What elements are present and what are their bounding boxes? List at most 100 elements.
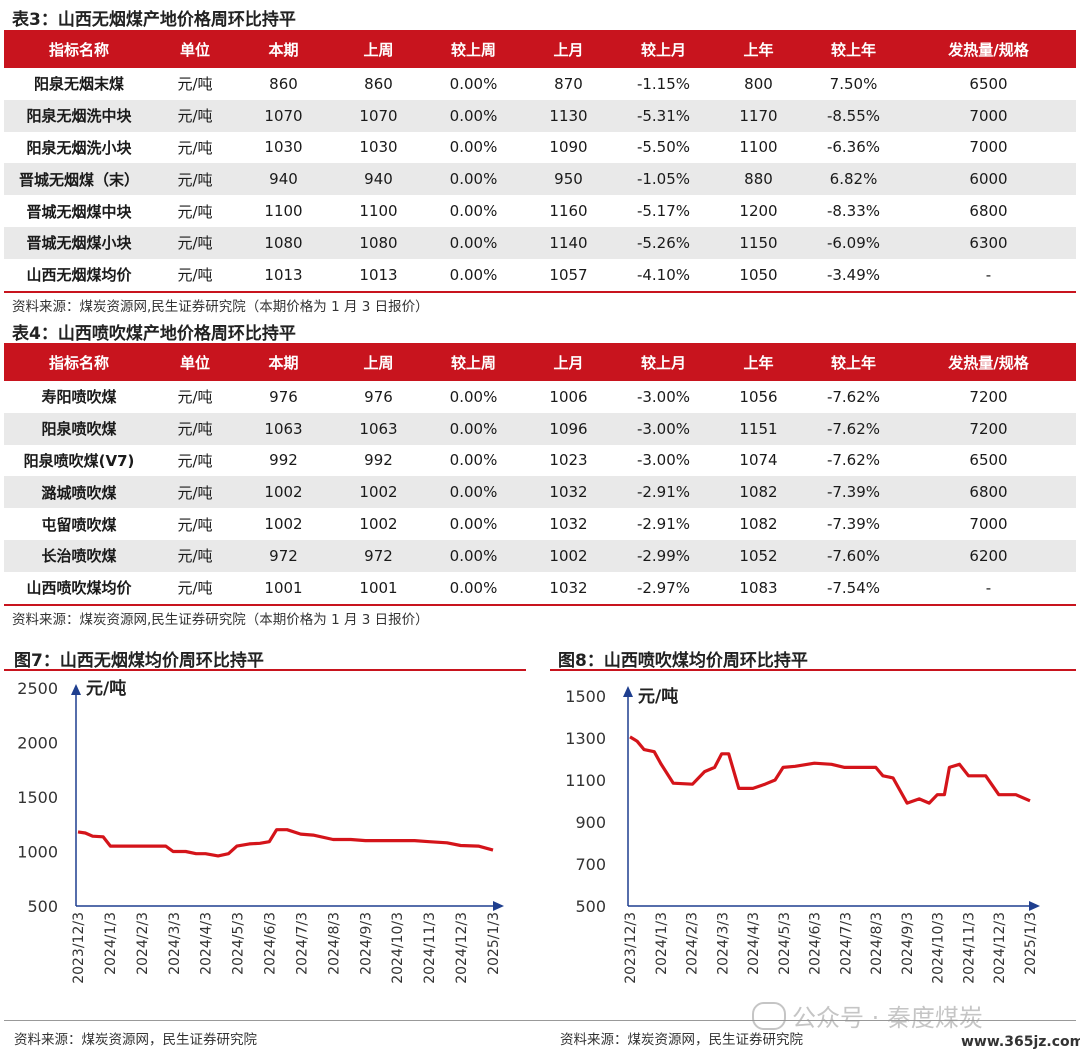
table-cell: 元/吨: [154, 412, 236, 445]
table-cell: 1100: [739, 138, 778, 157]
table-cell: 元/吨: [154, 476, 236, 509]
table-row: 寿阳喷吹煤 元/吨 976 976 0.00% 1006 -3.00% 1056 -7.62% 7…: [4, 381, 1076, 413]
table-cell: 0.00%: [449, 138, 498, 157]
table-cell: 860: [269, 74, 298, 93]
table-cell: 1032: [521, 476, 616, 509]
table-cell: 1082: [711, 476, 806, 509]
y-axis-arrow: [71, 684, 81, 695]
column-header: 较上月: [616, 343, 711, 381]
x-tick-label: 2024/5/3: [231, 912, 247, 975]
table-cell: 6000: [901, 163, 1076, 196]
table-cell: 1074: [739, 451, 778, 470]
table-cell: 7200: [901, 412, 1076, 445]
table-cell: 0.00%: [426, 163, 521, 196]
column-header: 单位: [154, 343, 236, 381]
table-cell: -3.00%: [636, 451, 691, 470]
column-header: 指标名称: [4, 30, 154, 68]
table-row: 山西喷吹煤均价 元/吨 1001 1001 0.00% 1032 -2.97% 1083 -7.…: [4, 571, 1076, 606]
x-tick-label: 2023/12/3: [623, 912, 639, 984]
table3-title: 表3：山西无烟煤产地价格周环比持平: [12, 10, 296, 30]
table-cell: 0.00%: [426, 99, 521, 132]
x-tick-label: 2024/11/3: [422, 912, 438, 984]
column-header: 上月: [521, 30, 616, 68]
table3: 指标名称 单位 本期 上周 较上周 上月 较上月 上年 较上年 发热量/规格 阳泉无烟末煤 元/吨 8…: [4, 30, 1076, 293]
y-axis-arrow: [623, 686, 633, 697]
table-row: 长治喷吹煤 元/吨 972 972 0.00% 1002 -2.99% 1052 -7.60% 6…: [4, 539, 1076, 572]
table-cell: 1083: [711, 571, 806, 606]
table-cell: 1090: [549, 138, 588, 157]
table-cell: -3.00%: [616, 412, 711, 445]
table-cell: 0.00%: [449, 202, 498, 221]
table-cell: -2.91%: [636, 515, 691, 534]
table-cell: 0.00%: [426, 412, 521, 445]
table-cell: 6500: [969, 451, 1008, 470]
table-cell: 元/吨: [154, 571, 236, 606]
row-name-cell: 潞城喷吹煤: [4, 476, 154, 509]
table-cell: 880: [711, 163, 806, 196]
table-cell: 1170: [711, 99, 806, 132]
table-row: 晋城无烟煤中块 元/吨 1100 1100 0.00% 1160 -5.17% 1200 -8.…: [4, 195, 1076, 227]
column-header: 较上年: [806, 343, 901, 381]
table-cell: 972: [331, 539, 426, 572]
table-cell: 1150: [711, 226, 806, 259]
table-row: 阳泉无烟洗小块 元/吨 1030 1030 0.00% 1090 -5.50% 1100 -6.…: [4, 132, 1076, 164]
column-header: 发热量/规格: [901, 343, 1076, 381]
table-cell: -2.91%: [616, 476, 711, 509]
x-tick-label: 2024/10/3: [390, 912, 406, 984]
table-cell: 6.82%: [806, 163, 901, 196]
footer-rule: [4, 1020, 1076, 1021]
x-tick-label: 2024/4/3: [746, 912, 762, 975]
table-cell: 1130: [521, 99, 616, 132]
table-cell: -1.15%: [636, 74, 691, 93]
table-cell: -3.49%: [806, 258, 901, 293]
table-cell: 1006: [549, 387, 588, 406]
table-cell: -8.55%: [806, 99, 901, 132]
figure8-chart: 元/吨 500 700 900 1100 1300 1500 2023/12/3 2024/1/…: [565, 686, 1040, 984]
table-cell: 元/吨: [177, 75, 213, 94]
x-tick-label: 2024/6/3: [263, 912, 279, 975]
wechat-icon: [752, 1001, 786, 1030]
table-cell: 元/吨: [177, 451, 213, 470]
table-cell: -2.97%: [616, 571, 711, 606]
table-cell: 1001: [236, 571, 331, 606]
x-tick-label: 2025/1/3: [486, 912, 502, 975]
y-unit-label: 元/吨: [638, 686, 678, 707]
table-cell: -4.10%: [616, 258, 711, 293]
table-row: 阳泉喷吹煤 元/吨 1063 1063 0.00% 1096 -3.00% 1151 -7.62…: [4, 412, 1076, 445]
x-tick-label: 2024/3/3: [715, 912, 731, 975]
table-cell: 0.00%: [426, 476, 521, 509]
series-line: [77, 828, 494, 858]
table-cell: -7.39%: [806, 476, 901, 509]
table-row: 晋城无烟煤（末） 元/吨 940 940 0.00% 950 -1.05% 880 6.82% 6…: [4, 163, 1076, 196]
table-cell: 0.00%: [426, 258, 521, 293]
table-cell: 1032: [549, 515, 588, 534]
table-cell: 1100: [264, 202, 303, 221]
table3-header-row: 指标名称 单位 本期 上周 较上周 上月 较上月 上年 较上年 发热量/规格: [4, 30, 1076, 68]
row-name-cell: 阳泉喷吹煤(V7): [23, 451, 135, 470]
table-row: 晋城无烟煤小块 元/吨 1080 1080 0.00% 1140 -5.26% 1150 -6.…: [4, 226, 1076, 259]
table-cell: 7200: [969, 387, 1008, 406]
table-cell: 992: [269, 451, 298, 470]
table-cell: -5.31%: [616, 99, 711, 132]
table-cell: -5.17%: [636, 202, 691, 221]
x-tick-label: 2023/12/3: [71, 912, 87, 984]
table-cell: 6300: [901, 226, 1076, 259]
y-unit-label: 元/吨: [86, 678, 126, 699]
column-header: 上月: [521, 343, 616, 381]
table-cell: 1002: [359, 515, 398, 534]
table-cell: 6800: [969, 202, 1008, 221]
table-cell: 1200: [739, 202, 778, 221]
column-header: 本期: [236, 343, 331, 381]
column-header: 上年: [711, 30, 806, 68]
table4-header-row: 指标名称 单位 本期 上周 较上周 上月 较上月 上年 较上年 发热量/规格: [4, 343, 1076, 381]
row-name-cell: 晋城无烟煤小块: [4, 226, 154, 259]
table-cell: 972: [236, 539, 331, 572]
site-label: www.365jz.com: [958, 1034, 1080, 1050]
table-cell: -2.99%: [616, 539, 711, 572]
table-cell: 1096: [521, 412, 616, 445]
column-header: 上周: [331, 30, 426, 68]
table-cell: 1070: [236, 99, 331, 132]
table-cell: -7.62%: [806, 412, 901, 445]
table-cell: 940: [236, 163, 331, 196]
table-cell: 1070: [331, 99, 426, 132]
